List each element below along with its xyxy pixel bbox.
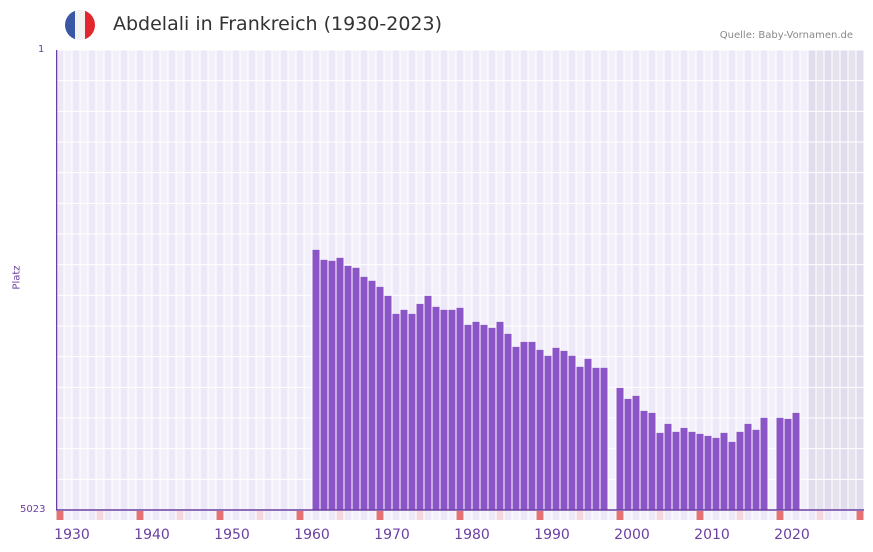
bar: [392, 313, 400, 510]
bar: [680, 427, 688, 510]
bar: [736, 431, 744, 510]
x-tick-label: 1990: [534, 527, 570, 543]
y-axis-top-label: 1: [38, 44, 45, 55]
bar: [728, 441, 736, 510]
bar: [520, 341, 528, 510]
bar: [616, 387, 624, 510]
bar: [648, 412, 656, 510]
bar: [656, 432, 664, 510]
x-tick-label: 2020: [774, 527, 810, 543]
bar: [704, 435, 712, 510]
bar: [456, 307, 464, 510]
x-tick-label: 1960: [294, 527, 330, 543]
bar: [792, 412, 800, 510]
bar: [632, 395, 640, 510]
flag-white: [75, 10, 85, 40]
bar: [360, 276, 368, 510]
bar: [416, 303, 424, 510]
bar: [640, 410, 648, 510]
bar: [328, 260, 336, 510]
x-tick-label: 1940: [134, 527, 170, 543]
bar: [568, 355, 576, 510]
y-axis-title: Platz: [11, 265, 23, 290]
chart-title: Abdelali in Frankreich (1930-2023): [113, 13, 443, 35]
bar: [752, 429, 760, 510]
bar: [400, 309, 408, 510]
bar: [352, 267, 360, 510]
bar: [528, 341, 536, 510]
bar: [712, 437, 720, 510]
bar: [504, 333, 512, 510]
bar: [744, 423, 752, 510]
bar: [376, 286, 384, 510]
bar: [784, 418, 792, 510]
bar: [336, 257, 344, 510]
bar: [544, 355, 552, 510]
bar: [440, 309, 448, 510]
bar: [600, 367, 608, 510]
x-tick-label: 1980: [454, 527, 490, 543]
bar: [584, 358, 592, 510]
bar: [312, 249, 320, 510]
bar: [776, 417, 784, 510]
bar: [720, 432, 728, 510]
bar: [760, 417, 768, 510]
bar: [472, 321, 480, 510]
bar: [560, 350, 568, 510]
y-axis-bottom-label: 5023: [20, 504, 46, 515]
bar: [592, 367, 600, 510]
bar: [448, 309, 456, 510]
bar: [536, 349, 544, 510]
bar: [512, 346, 520, 510]
bar: [320, 259, 328, 510]
bar: [368, 280, 376, 510]
x-tick-label: 2010: [694, 527, 730, 543]
bar: [424, 295, 432, 510]
bar: [672, 431, 680, 510]
bar: [496, 321, 504, 510]
source-label: Quelle: Baby-Vornamen.de: [719, 30, 853, 41]
x-tick-label: 1950: [214, 527, 250, 543]
bar: [696, 433, 704, 510]
bar: [488, 327, 496, 510]
bar: [344, 265, 352, 510]
x-tick-label: 2000: [614, 527, 650, 543]
bar: [432, 306, 440, 510]
bar: [384, 295, 392, 510]
bar: [552, 347, 560, 510]
x-tick-label: 1970: [374, 527, 410, 543]
bar: [480, 324, 488, 510]
flag-blue: [65, 10, 75, 40]
flag-red: [85, 10, 95, 40]
bar: [624, 398, 632, 510]
bar: [464, 324, 472, 510]
bar: [576, 366, 584, 510]
x-tick-label: 1930: [54, 527, 90, 543]
bar-chart: [56, 50, 864, 520]
france-flag-icon: [65, 10, 95, 40]
bar: [408, 313, 416, 510]
bar: [688, 431, 696, 510]
bar: [664, 423, 672, 510]
